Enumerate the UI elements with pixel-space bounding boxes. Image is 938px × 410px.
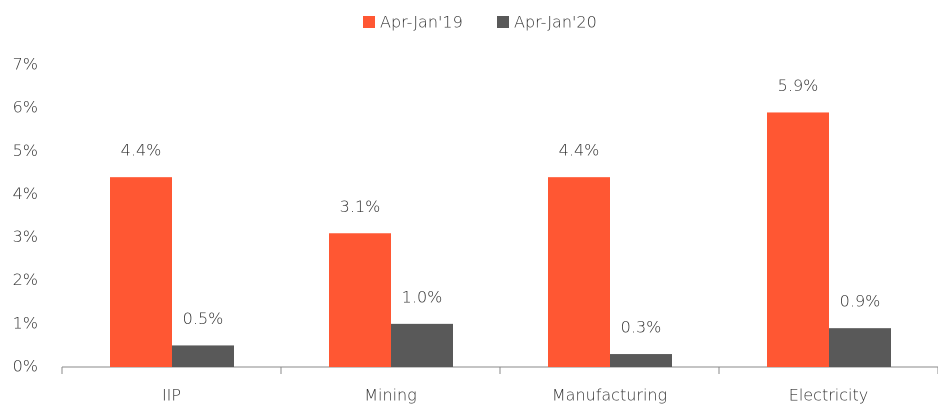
bar — [829, 328, 891, 367]
y-tick-label: 4% — [13, 184, 38, 203]
y-tick-label: 2% — [13, 270, 38, 289]
data-label: 0.5% — [183, 309, 224, 328]
y-tick-label: 3% — [13, 227, 38, 246]
x-tick-label: Electricity — [789, 386, 868, 405]
y-tick-label: 0% — [13, 357, 38, 376]
legend-label: Apr-Jan'20 — [514, 13, 597, 32]
data-label: 3.1% — [340, 197, 381, 216]
y-tick-label: 1% — [13, 313, 38, 332]
x-tick-label: Mining — [364, 386, 417, 405]
data-label: 5.9% — [778, 76, 819, 95]
y-tick-label: 5% — [13, 141, 38, 160]
bar — [767, 112, 829, 367]
legend-label: Apr-Jan'19 — [380, 13, 463, 32]
legend-swatch — [497, 16, 509, 28]
y-tick-label: 7% — [13, 55, 38, 74]
y-tick-label: 6% — [13, 98, 38, 117]
data-label: 0.9% — [840, 292, 881, 311]
legend-swatch — [363, 16, 375, 28]
data-label: 4.4% — [121, 141, 162, 160]
bar — [172, 345, 234, 367]
data-label: 1.0% — [402, 287, 443, 306]
bar — [110, 177, 172, 367]
bar — [391, 323, 453, 367]
data-label: 4.4% — [559, 141, 600, 160]
data-label: 0.3% — [621, 318, 662, 337]
x-tick-label: IIP — [162, 386, 181, 405]
bar — [548, 177, 610, 367]
bar — [610, 354, 672, 367]
x-tick-label: Manufacturing — [552, 386, 667, 405]
bar — [329, 233, 391, 367]
